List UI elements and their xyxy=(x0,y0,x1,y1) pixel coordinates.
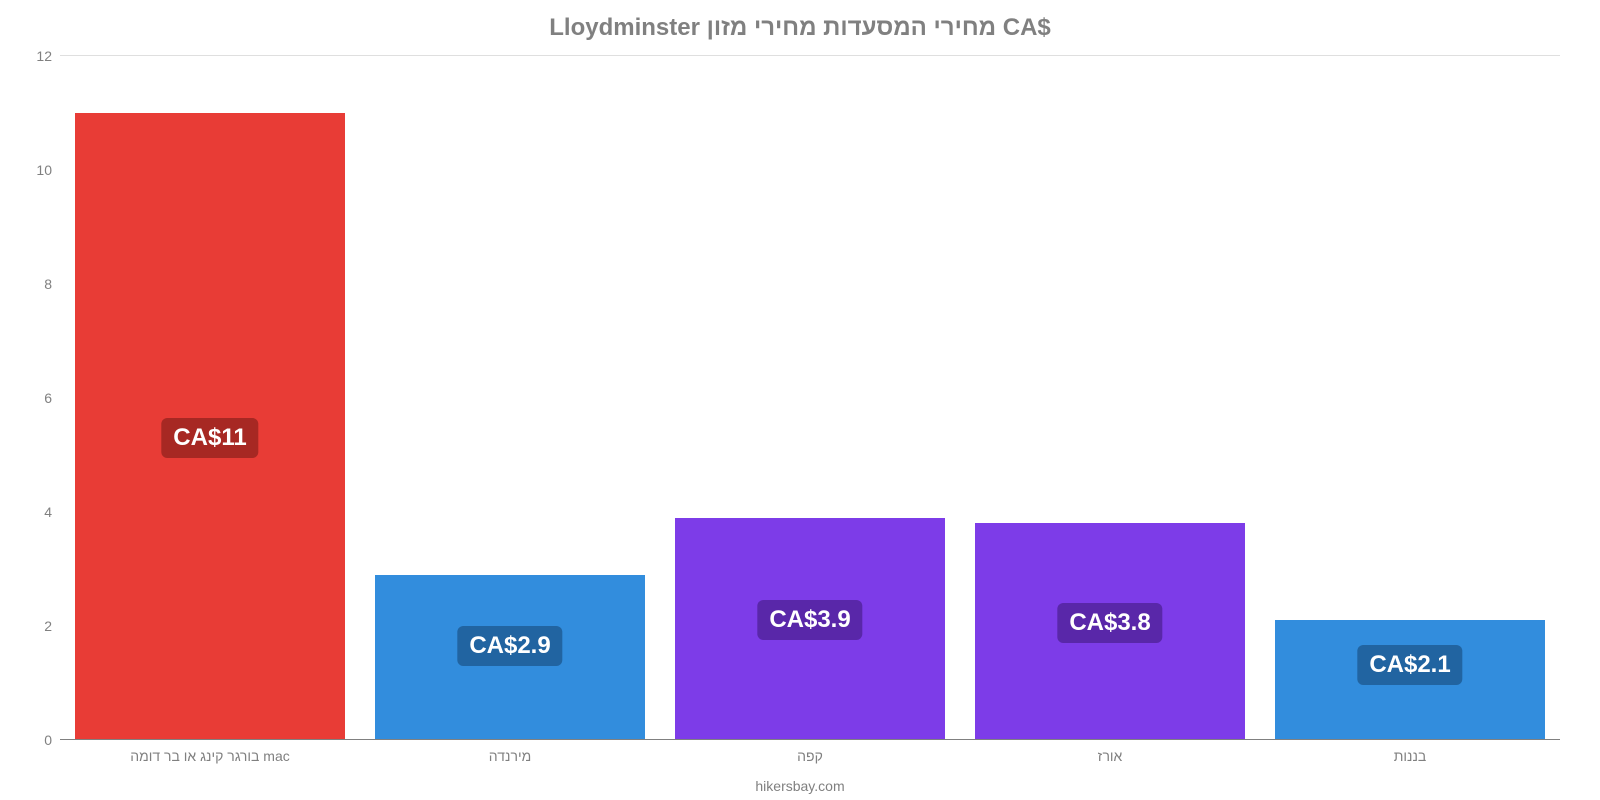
bars-container: CA$11בורגר קינג או בר דומה macCA$2.9מירנ… xyxy=(60,56,1560,740)
bar-slot: CA$3.8אורז xyxy=(960,56,1260,740)
bar-slot: CA$3.9קפה xyxy=(660,56,960,740)
y-tick: 8 xyxy=(44,276,52,292)
bar-slot: CA$2.1בננות xyxy=(1260,56,1560,740)
y-tick: 4 xyxy=(44,504,52,520)
value-label: CA$11 xyxy=(161,418,258,458)
value-label: CA$3.9 xyxy=(757,600,862,640)
x-category-label: מירנדה xyxy=(489,748,531,764)
x-category-label: קפה xyxy=(797,748,823,764)
bar-slot: CA$2.9מירנדה xyxy=(360,56,660,740)
value-label: CA$3.8 xyxy=(1057,603,1162,643)
axis-baseline xyxy=(60,739,1560,740)
y-axis: 024681012 xyxy=(20,56,60,740)
chart-title: Lloydminster מחירי המסעדות מחירי מזון CA… xyxy=(0,0,1600,42)
y-tick: 6 xyxy=(44,390,52,406)
x-category-label: בורגר קינג או בר דומה mac xyxy=(130,748,290,764)
value-label: CA$2.1 xyxy=(1357,645,1462,685)
value-label: CA$2.9 xyxy=(457,626,562,666)
bar-slot: CA$11בורגר קינג או בר דומה mac xyxy=(60,56,360,740)
y-tick: 0 xyxy=(44,732,52,748)
plot-area: 024681012 CA$11בורגר קינג או בר דומה mac… xyxy=(60,56,1560,740)
footer-attribution: hikersbay.com xyxy=(0,778,1600,794)
x-category-label: בננות xyxy=(1394,748,1427,764)
x-category-label: אורז xyxy=(1098,748,1123,764)
y-tick: 10 xyxy=(36,162,52,178)
grid-line xyxy=(60,55,1560,56)
y-tick: 12 xyxy=(36,48,52,64)
y-tick: 2 xyxy=(44,618,52,634)
